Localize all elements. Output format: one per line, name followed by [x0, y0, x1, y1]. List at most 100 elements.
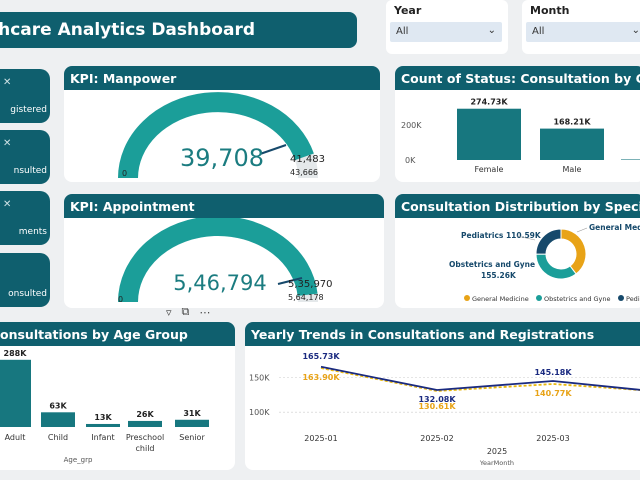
- specialization-chart-card[interactable]: Consultation Distribution by Specializat…: [395, 194, 640, 308]
- kpi-manpower-title: KPI: Manpower: [64, 66, 380, 90]
- year-filter[interactable]: Year All ⌄: [386, 0, 508, 54]
- year-filter-label: Year: [394, 4, 422, 17]
- trend-chart-card[interactable]: Yearly Trends in Consultations and Regis…: [245, 322, 640, 470]
- month-filter[interactable]: Month All ⌄: [522, 0, 640, 54]
- gauge-min-label: 0: [118, 295, 123, 304]
- filter-icon[interactable]: ▿: [166, 305, 172, 319]
- callout-label: 155.26K: [481, 271, 517, 280]
- bar: [86, 423, 120, 427]
- close-icon: ✕: [3, 138, 12, 149]
- gauge-value: 5,46,794: [173, 271, 267, 295]
- data-label: 132.08K: [418, 395, 456, 404]
- y-tick-label: 100K: [249, 408, 270, 417]
- month-select-value: All: [532, 26, 545, 37]
- x-tick-label: 2025-01: [304, 434, 337, 443]
- legend-label: General Medicine: [472, 295, 529, 303]
- data-label: 168.21K: [553, 118, 591, 127]
- gauge-target-1: 41,483: [290, 154, 325, 165]
- bar: [457, 108, 521, 160]
- dashboard-title: thcare Analytics Dashboard: [0, 12, 357, 48]
- gauge-target-2: 43,666: [290, 168, 318, 177]
- more-options-icon[interactable]: ⋯: [199, 305, 211, 319]
- callout-line: [576, 227, 588, 233]
- bar: [540, 128, 604, 160]
- gauge-target-2: 5,64,178: [288, 293, 324, 302]
- year-select-value: All: [396, 26, 409, 37]
- focus-mode-icon[interactable]: ⧉: [181, 305, 190, 318]
- legend-label: Pediat: [626, 295, 640, 303]
- gender-chart: 200K 0K 274.73K Female 168.21K Male: [401, 98, 640, 174]
- callout-label: Obstetrics and Gyne: [449, 260, 535, 269]
- gauge-target-marker: [277, 277, 303, 285]
- x-tick-label: Male: [563, 165, 582, 174]
- gauge-fill: [118, 218, 318, 303]
- x-tick-label: Preschool: [126, 433, 164, 442]
- month-filter-label: Month: [530, 4, 570, 17]
- bar: [128, 420, 162, 427]
- gender-chart-title: Count of Status: Consultation by Gender: [395, 66, 640, 90]
- legend-marker: [536, 295, 542, 301]
- specialization-chart: Pediatrics 110.59K Obstetrics and Gyne 155…: [449, 223, 640, 303]
- consulted-button-label: nsulted: [13, 166, 47, 176]
- series-line: [320, 365, 640, 391]
- data-label: 288K: [4, 349, 28, 358]
- legend-label: Obstetrics and Gyne: [544, 295, 611, 303]
- data-label: 165.73K: [302, 352, 340, 361]
- consulted-button[interactable]: ✕ nsulted: [0, 130, 50, 184]
- x-tick-label: child: [136, 444, 155, 453]
- data-label: 145.18K: [534, 368, 572, 377]
- data-label: 63K: [49, 401, 67, 410]
- y-tick-label: 150K: [249, 374, 270, 383]
- close-icon: ✕: [3, 77, 12, 88]
- legend-marker: [618, 295, 624, 301]
- close-icon: ✕: [3, 199, 12, 210]
- data-label: 274.73K: [470, 98, 508, 107]
- not-consulted-button-label: onsulted: [8, 289, 47, 299]
- data-label: 31K: [183, 409, 201, 418]
- kpi-appointment-gauge: 0 5,46,794 5,35,970 5,64,178: [118, 218, 333, 304]
- data-label: 140.77K: [534, 389, 572, 398]
- chevron-down-icon: ⌄: [487, 25, 496, 36]
- x-tick-label: 2025-03: [536, 434, 569, 443]
- gauge-value: 39,708: [180, 144, 264, 172]
- chevron-down-icon: ⌄: [631, 25, 640, 36]
- y-tick-label: 0K: [405, 156, 416, 165]
- kpi-manpower-gauge: 0 39,708 41,483 43,666: [118, 92, 325, 179]
- trend-chart: 150K 100K 165.73K 132.08K 145.18K 163.90K 130.…: [249, 352, 640, 467]
- x-tick-label: Infant: [91, 433, 114, 442]
- bar: [621, 159, 640, 160]
- x-tick-label: 2025-02: [420, 434, 453, 443]
- donut-slice: [535, 253, 577, 280]
- y-tick-label: 200K: [401, 121, 422, 130]
- kpi-manpower-card[interactable]: KPI: Manpower 0 39,708 41,483 43,666: [64, 66, 380, 182]
- age-chart: 288K Adult 63K Child 13K Infant 26K Preschool ch…: [0, 349, 209, 464]
- x-group-label: 2025: [487, 447, 507, 456]
- kpi-appointment-card[interactable]: KPI: Appointment 0 5,46,794 5,35,970 5,6…: [64, 194, 384, 308]
- bar: [175, 419, 209, 427]
- data-label: 13K: [94, 413, 112, 422]
- x-tick-label: Adult: [5, 433, 26, 442]
- x-tick-label: Child: [48, 433, 68, 442]
- dashboard-title-text: thcare Analytics Dashboard: [0, 20, 255, 40]
- kpi-appointment-title: KPI: Appointment: [64, 194, 384, 218]
- donut-slice: [535, 228, 562, 255]
- x-tick-label: Female: [475, 165, 504, 174]
- callout-label: General Medi: [589, 223, 640, 232]
- gauge-target-1: 5,35,970: [288, 279, 333, 290]
- callout-line: [516, 235, 536, 241]
- gender-chart-card[interactable]: Count of Status: Consultation by Gender …: [395, 66, 640, 182]
- specialization-chart-title: Consultation Distribution by Specializat…: [395, 194, 640, 218]
- registered-button[interactable]: ✕ gistered: [0, 69, 50, 123]
- month-select[interactable]: All ⌄: [526, 22, 640, 42]
- gauge-fill: [118, 92, 314, 179]
- year-select[interactable]: All ⌄: [390, 22, 502, 42]
- not-consulted-button[interactable]: onsulted: [0, 253, 50, 307]
- callout-label: Pediatrics 110.59K: [461, 231, 542, 240]
- age-chart-card[interactable]: onsultations by Age Group 288K Adult 63K Ch…: [0, 322, 235, 470]
- registered-button-label: gistered: [10, 105, 47, 115]
- bar: [41, 412, 75, 427]
- data-label: 163.90K: [302, 373, 340, 382]
- series-line: [320, 367, 640, 392]
- appointments-button[interactable]: ✕ ments: [0, 191, 50, 245]
- data-label: 130.61K: [418, 402, 456, 411]
